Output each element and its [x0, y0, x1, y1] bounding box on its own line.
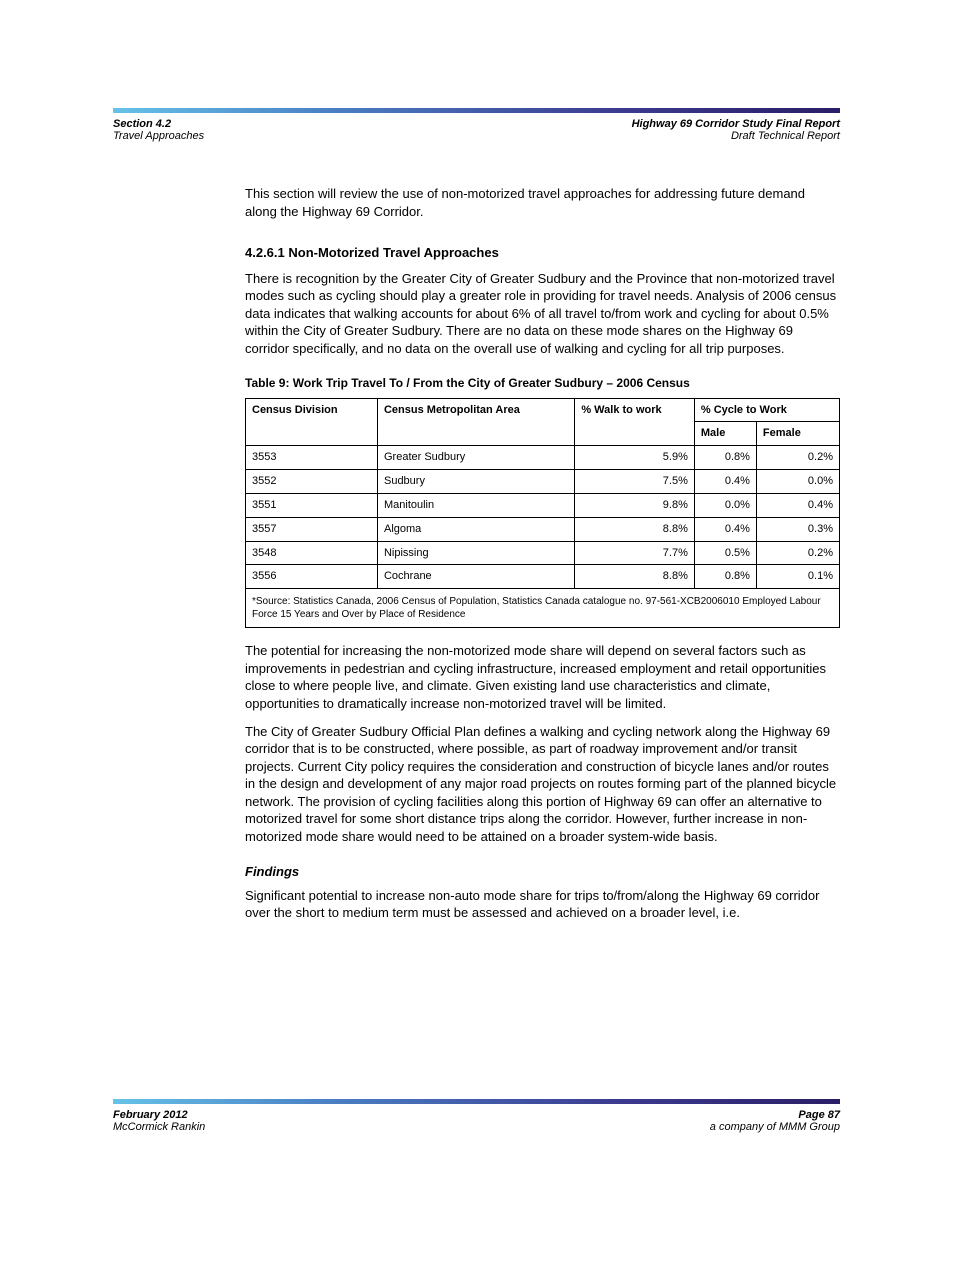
- table-title-suffix: – 2006 Census: [603, 376, 690, 390]
- cell: 0.2%: [756, 541, 839, 565]
- cell: 0.3%: [756, 517, 839, 541]
- section-name: Travel Approaches: [113, 130, 204, 142]
- cell: 9.8%: [575, 493, 695, 517]
- page-footer: February 2012 McCormick Rankin Page 87 a…: [113, 1109, 840, 1133]
- cell: 0.5%: [694, 541, 756, 565]
- table-body: 3553 Greater Sudbury 5.9% 0.8% 0.2% 3552…: [246, 446, 840, 628]
- header-right: Highway 69 Corridor Study Final Report D…: [632, 118, 840, 142]
- paragraph-2: The potential for increasing the non-mot…: [245, 642, 840, 712]
- cell: 8.8%: [575, 565, 695, 589]
- table-caption: Table 9: Work Trip Travel To / From the …: [245, 375, 840, 391]
- heading-non-motorized: 4.2.6.1 Non-Motorized Travel Approaches: [245, 244, 840, 262]
- para3-suffix: Official Plan defines a walking and cycl…: [245, 724, 836, 844]
- cell: 3557: [246, 517, 378, 541]
- col-cma: Census Metropolitan Area: [377, 398, 574, 446]
- table-title-link: City of Greater Sudbury: [468, 376, 603, 390]
- cell: Algoma: [377, 517, 574, 541]
- table-footnote: *Source: Statistics Canada, 2006 Census …: [246, 589, 840, 628]
- table-row: 3552 Sudbury 7.5% 0.4% 0.0%: [246, 470, 840, 494]
- col-walk: % Walk to work: [575, 398, 695, 446]
- footer-date: February 2012: [113, 1109, 205, 1121]
- table-row: 3557 Algoma 8.8% 0.4% 0.3%: [246, 517, 840, 541]
- cell: 7.5%: [575, 470, 695, 494]
- cell: 0.0%: [694, 493, 756, 517]
- cell: 0.4%: [694, 517, 756, 541]
- col-male: Male: [694, 422, 756, 446]
- cell: Sudbury: [377, 470, 574, 494]
- table-row: 3551 Manitoulin 9.8% 0.0% 0.4%: [246, 493, 840, 517]
- section-number: Section 4.2: [113, 118, 204, 130]
- table-row: 3556 Cochrane 8.8% 0.8% 0.1%: [246, 565, 840, 589]
- heading-findings: Findings: [245, 863, 840, 881]
- cell: 3552: [246, 470, 378, 494]
- cell: Nipissing: [377, 541, 574, 565]
- cell: 0.4%: [694, 470, 756, 494]
- cell: 3556: [246, 565, 378, 589]
- paragraph-1: There is recognition by the Greater City…: [245, 270, 840, 358]
- page-body: This section will review the use of non-…: [245, 185, 840, 932]
- col-division: Census Division: [246, 398, 378, 446]
- footer-left: February 2012 McCormick Rankin: [113, 1109, 205, 1133]
- header-left: Section 4.2 Travel Approaches: [113, 118, 204, 142]
- cell: 3551: [246, 493, 378, 517]
- intro-paragraph: This section will review the use of non-…: [245, 185, 840, 220]
- cell: 5.9%: [575, 446, 695, 470]
- para3-link: City of Greater Sudbury: [271, 724, 408, 739]
- table-row: 3553 Greater Sudbury 5.9% 0.8% 0.2%: [246, 446, 840, 470]
- census-table: Census Division Census Metropolitan Area…: [245, 398, 840, 629]
- table-header-row-1: Census Division Census Metropolitan Area…: [246, 398, 840, 422]
- cell: 0.4%: [756, 493, 839, 517]
- bottom-rule: [113, 1099, 840, 1104]
- paragraph-3: The City of Greater Sudbury Official Pla…: [245, 723, 840, 846]
- doc-subtitle: Draft Technical Report: [632, 130, 840, 142]
- footer-right: Page 87 a company of MMM Group: [710, 1109, 840, 1133]
- cell: 0.0%: [756, 470, 839, 494]
- table-footnote-row: *Source: Statistics Canada, 2006 Census …: [246, 589, 840, 628]
- cell: Cochrane: [377, 565, 574, 589]
- col-cycle: % Cycle to Work: [694, 398, 839, 422]
- cell: 0.8%: [694, 565, 756, 589]
- cell: Greater Sudbury: [377, 446, 574, 470]
- cell: 7.7%: [575, 541, 695, 565]
- cell: 0.2%: [756, 446, 839, 470]
- table-title-prefix: Table 9: Work Trip Travel To / From the: [245, 376, 468, 390]
- footer-group: a company of MMM Group: [710, 1121, 840, 1133]
- cell: 3548: [246, 541, 378, 565]
- top-rule: [113, 108, 840, 113]
- cell: 0.1%: [756, 565, 839, 589]
- doc-title: Highway 69 Corridor Study Final Report: [632, 118, 840, 130]
- table-row: 3548 Nipissing 7.7% 0.5% 0.2%: [246, 541, 840, 565]
- para3-prefix: The: [245, 724, 271, 739]
- cell: 3553: [246, 446, 378, 470]
- cell: 8.8%: [575, 517, 695, 541]
- cell: 0.8%: [694, 446, 756, 470]
- cell: Manitoulin: [377, 493, 574, 517]
- col-female: Female: [756, 422, 839, 446]
- paragraph-4: Significant potential to increase non-au…: [245, 887, 840, 922]
- footer-page: Page 87: [710, 1109, 840, 1121]
- footer-company: McCormick Rankin: [113, 1121, 205, 1133]
- page-header: Section 4.2 Travel Approaches Highway 69…: [113, 118, 840, 142]
